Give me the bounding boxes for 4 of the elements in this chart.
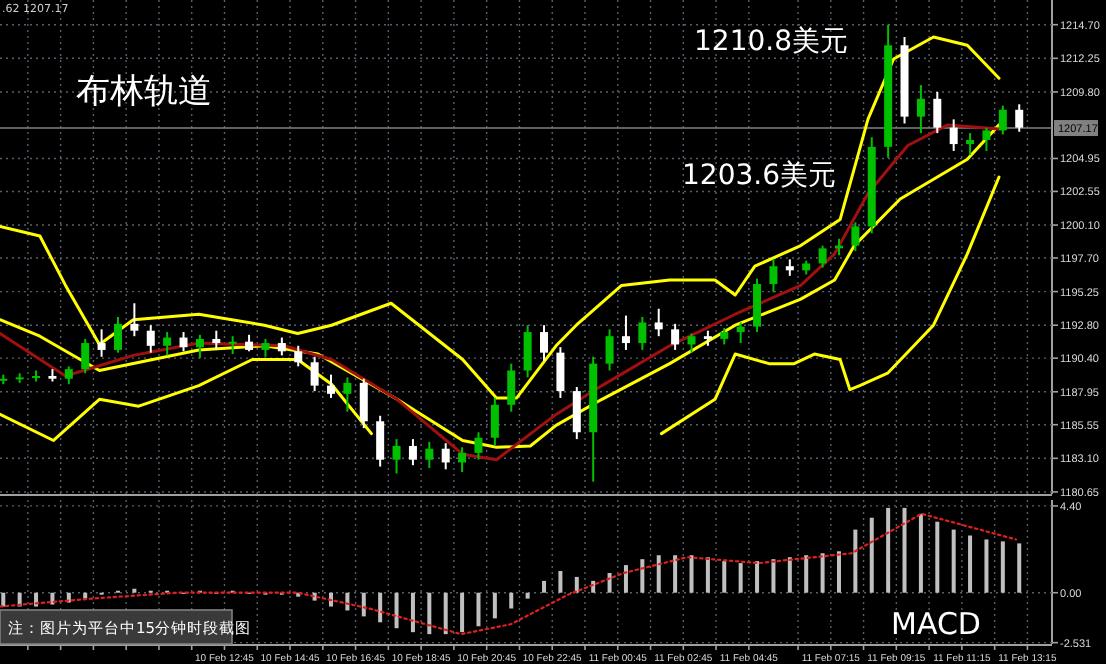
annotation: 1210.8美元 <box>694 26 848 58</box>
text: MACD <box>891 606 981 642</box>
annotation: 1203.6美元 <box>682 160 836 192</box>
text: 布林轨道 <box>76 72 212 112</box>
